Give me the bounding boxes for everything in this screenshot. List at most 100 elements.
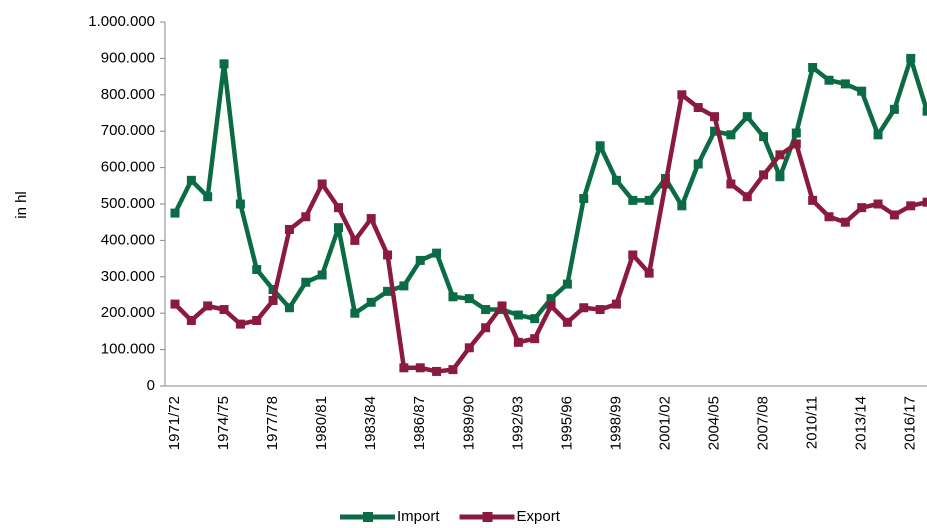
marker: [301, 212, 311, 222]
marker: [889, 104, 899, 114]
marker: [840, 79, 850, 89]
marker: [415, 363, 425, 373]
marker: [873, 130, 883, 140]
x-tick-label: 1989/90: [460, 396, 477, 450]
marker: [170, 299, 180, 309]
marker: [546, 301, 556, 311]
marker: [873, 199, 883, 209]
marker: [628, 250, 638, 260]
marker: [252, 315, 262, 325]
marker: [432, 248, 442, 258]
marker: [824, 75, 834, 85]
marker: [399, 281, 409, 291]
marker: [775, 150, 785, 160]
marker: [268, 295, 278, 305]
y-tick-label: 1.000.000: [88, 13, 155, 30]
x-tick-label: 2007/08: [755, 396, 772, 450]
marker: [334, 223, 343, 233]
marker: [186, 315, 196, 325]
marker: [677, 90, 687, 100]
x-tick-label: 1977/78: [264, 396, 281, 450]
marker: [513, 310, 523, 320]
marker: [595, 141, 605, 151]
marker: [742, 112, 752, 122]
y-tick-label: 200.000: [101, 304, 155, 321]
y-tick-label: 500.000: [101, 195, 155, 212]
marker: [661, 179, 670, 189]
marker: [644, 268, 654, 278]
x-tick-label: 1971/72: [166, 396, 183, 450]
marker: [219, 59, 229, 69]
legend-marker: [363, 512, 373, 522]
plot: [170, 53, 927, 376]
marker: [857, 86, 867, 96]
marker: [203, 301, 213, 311]
marker: [562, 317, 572, 327]
marker: [530, 334, 540, 344]
marker: [268, 285, 278, 295]
marker: [546, 294, 556, 304]
marker: [611, 175, 621, 185]
legend-label: Export: [517, 508, 561, 525]
marker: [906, 201, 916, 211]
marker: [399, 363, 409, 373]
marker: [906, 53, 916, 63]
x-tick-label: 1974/75: [215, 396, 232, 450]
marker: [611, 299, 621, 309]
x-tick-label: 2001/02: [656, 396, 673, 450]
marker: [857, 203, 867, 213]
y-tick-label: 100.000: [101, 341, 155, 358]
marker: [203, 192, 213, 202]
marker: [334, 203, 343, 213]
marker: [742, 192, 752, 202]
marker: [513, 337, 523, 347]
marker: [464, 294, 474, 304]
x-tick-label: 1980/81: [313, 396, 330, 450]
x-tick-label: 2004/05: [706, 396, 723, 450]
marker: [448, 365, 458, 375]
marker: [448, 292, 458, 302]
series-line: [172, 56, 927, 321]
marker: [317, 179, 327, 189]
marker: [726, 130, 736, 140]
y-tick-label: 600.000: [101, 159, 155, 176]
marker: [808, 195, 818, 205]
marker: [824, 212, 834, 222]
marker: [628, 195, 638, 205]
marker: [170, 208, 180, 218]
marker: [710, 112, 720, 122]
x-tick-label: 1983/84: [362, 396, 379, 450]
marker: [922, 197, 927, 207]
marker: [922, 106, 927, 116]
marker: [693, 159, 703, 169]
legend-marker: [482, 512, 493, 522]
marker: [759, 170, 769, 180]
marker: [301, 277, 311, 287]
marker: [562, 279, 572, 289]
marker: [317, 270, 327, 280]
y-tick-label: 400.000: [101, 231, 155, 248]
x-tick-label: 1992/93: [509, 396, 526, 450]
x-tick-label: 2016/17: [902, 396, 919, 450]
marker: [808, 63, 818, 72]
marker: [284, 303, 294, 313]
marker: [530, 314, 540, 324]
marker: [840, 217, 850, 227]
marker: [775, 172, 785, 182]
y-tick-label: 700.000: [101, 122, 155, 139]
marker: [595, 305, 605, 315]
marker: [889, 210, 899, 220]
marker: [791, 139, 801, 149]
y-tick-label: 0: [147, 377, 155, 394]
marker: [432, 366, 442, 376]
marker: [481, 305, 491, 315]
marker: [415, 255, 425, 265]
x-tick-label: 1998/99: [607, 396, 624, 450]
x-tick-label: 1986/87: [411, 396, 428, 450]
marker: [235, 199, 245, 209]
marker: [693, 103, 703, 113]
marker: [235, 319, 245, 329]
marker: [383, 286, 393, 296]
y-tick-label: 300.000: [101, 268, 155, 285]
